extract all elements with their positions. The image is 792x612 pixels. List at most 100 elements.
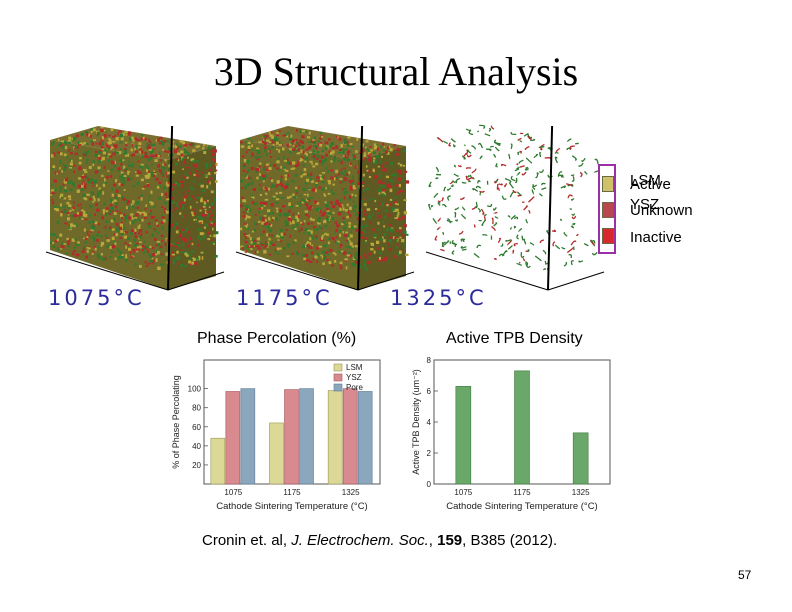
voxel <box>248 234 251 238</box>
voxel <box>175 221 178 226</box>
voxel <box>204 214 207 217</box>
voxel-strand <box>508 153 511 160</box>
voxel <box>375 208 378 210</box>
voxel <box>320 156 324 159</box>
voxel <box>91 185 94 187</box>
voxel <box>99 149 103 152</box>
voxel <box>271 219 274 221</box>
voxel <box>50 154 55 158</box>
voxel <box>134 137 138 141</box>
voxel <box>364 255 367 259</box>
voxel <box>295 145 298 148</box>
voxel-strand <box>507 245 513 250</box>
voxel <box>204 208 207 211</box>
voxel-strand <box>517 137 523 141</box>
voxel-strand <box>510 215 516 220</box>
voxel <box>50 189 55 193</box>
voxel <box>160 263 164 266</box>
voxel <box>203 226 206 229</box>
voxel <box>84 218 88 221</box>
voxel <box>88 166 92 169</box>
voxel <box>63 153 67 157</box>
voxel <box>327 192 331 195</box>
legend-swatch-pore <box>333 383 343 392</box>
voxel <box>311 180 314 183</box>
voxel <box>317 140 320 143</box>
voxel <box>129 137 133 141</box>
voxel-strand <box>570 260 574 266</box>
voxel <box>348 222 352 225</box>
voxel <box>329 153 333 157</box>
voxel <box>82 213 87 217</box>
voxel <box>269 164 272 167</box>
voxel <box>59 167 61 170</box>
voxel <box>105 207 109 210</box>
voxel <box>315 208 320 212</box>
voxel <box>246 171 248 173</box>
voxel <box>68 136 72 140</box>
voxel <box>304 228 308 232</box>
voxel <box>116 228 120 232</box>
voxel <box>332 205 336 209</box>
voxel <box>141 211 146 214</box>
slide-title: 3D Structural Analysis <box>213 49 579 94</box>
voxel <box>50 233 53 236</box>
voxel <box>321 162 324 166</box>
legend-label-inactive: Inactive <box>630 229 682 246</box>
voxel <box>334 176 339 179</box>
voxel <box>327 169 330 173</box>
voxel <box>207 172 211 176</box>
voxel <box>396 238 398 241</box>
voxel <box>268 238 271 241</box>
voxel <box>112 183 116 186</box>
voxel <box>148 253 151 256</box>
voxel <box>247 137 251 140</box>
voxel <box>198 182 201 185</box>
voxel-strand <box>507 239 513 246</box>
voxel <box>158 151 161 155</box>
voxel <box>101 241 105 246</box>
voxel <box>268 167 272 170</box>
voxel <box>303 193 307 196</box>
voxel <box>80 176 84 179</box>
voxel <box>381 191 385 194</box>
voxel <box>260 189 263 191</box>
voxel <box>357 187 360 190</box>
voxel <box>135 145 138 149</box>
voxel <box>191 195 194 198</box>
voxel <box>283 165 286 169</box>
voxel <box>395 202 398 205</box>
voxel <box>110 168 113 171</box>
voxel <box>384 162 388 165</box>
voxel-strand <box>473 253 480 259</box>
voxel <box>144 151 147 155</box>
voxel <box>182 161 187 165</box>
voxel <box>379 175 382 177</box>
voxel <box>120 148 123 151</box>
voxel <box>244 235 247 239</box>
voxel <box>136 139 140 142</box>
voxel <box>212 165 215 168</box>
voxel <box>122 180 126 183</box>
voxel-strand <box>508 182 514 189</box>
voxel <box>272 138 275 142</box>
voxel <box>352 195 355 198</box>
voxel <box>145 245 149 248</box>
voxel <box>84 131 88 134</box>
voxel <box>185 173 187 176</box>
voxel <box>63 243 67 245</box>
voxel <box>104 182 108 185</box>
voxel <box>328 181 331 185</box>
voxel <box>245 151 248 154</box>
voxel <box>339 199 342 202</box>
voxel <box>302 188 306 191</box>
voxel <box>283 232 287 236</box>
voxel <box>348 195 352 199</box>
voxel <box>292 241 296 244</box>
voxel <box>357 171 360 174</box>
voxel <box>378 215 382 218</box>
voxel <box>149 255 153 258</box>
voxel <box>354 245 358 248</box>
voxel-strand <box>516 171 521 176</box>
voxel <box>336 236 338 238</box>
